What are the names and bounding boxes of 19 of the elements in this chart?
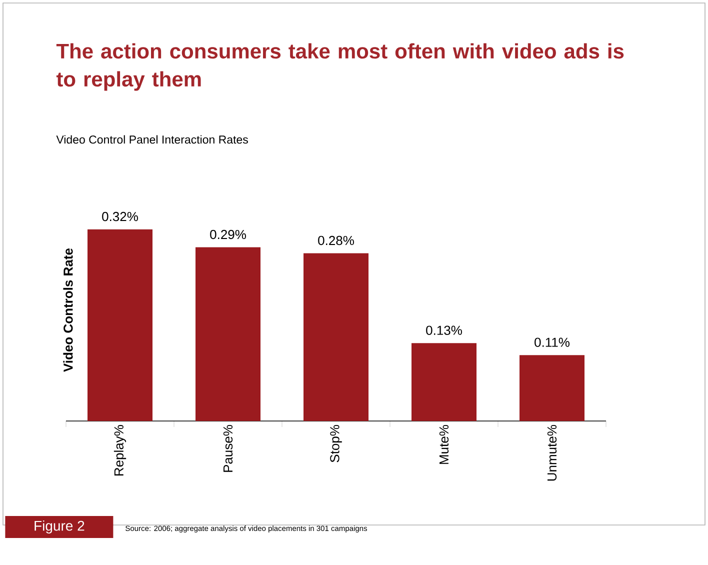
y-axis-title: Video Controls Rate — [63, 248, 73, 372]
data-label: 0.13% — [426, 326, 462, 335]
chart-title: The action consumers take most often with video ads is to replay them — [56, 43, 624, 91]
chart-subtitle: Video Control Panel Interaction Rates — [56, 135, 248, 144]
bar — [412, 343, 477, 421]
data-label: 0.11% — [534, 338, 570, 347]
bar — [520, 355, 584, 421]
x-tick-label: Pause% — [223, 424, 233, 472]
data-label: 0.32% — [102, 212, 138, 222]
bar — [196, 247, 261, 421]
bar — [88, 229, 152, 421]
x-tick-label: Mute% — [439, 424, 449, 464]
bar — [304, 253, 369, 421]
data-label: 0.28% — [318, 236, 354, 246]
caption: Figure 2 — [34, 520, 84, 534]
x-tick-label: Unmute% — [547, 424, 557, 481]
data-label: 0.29% — [210, 230, 246, 240]
x-tick-label: Replay% — [114, 425, 126, 476]
x-tick-label: Stop% — [330, 424, 342, 462]
